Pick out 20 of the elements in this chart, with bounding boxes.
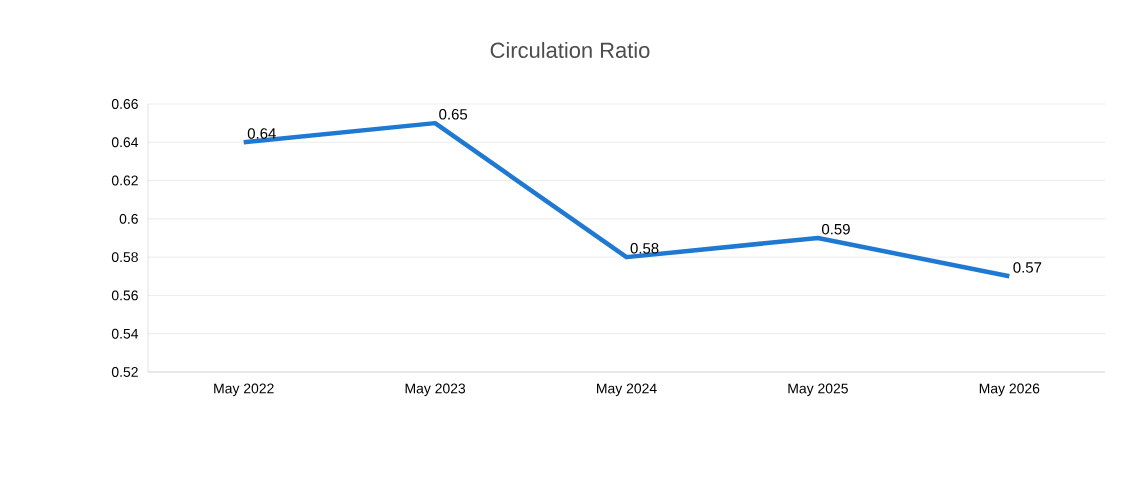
line-series (241, 120, 1012, 279)
x-tick-label: May 2022 (214, 383, 274, 397)
y-tick-label: 0.64 (111, 137, 139, 148)
x-tick-label: May 2024 (597, 383, 657, 397)
chart-title: Circulation Ratio (490, 41, 650, 59)
data-label: 0.58 (630, 243, 659, 254)
y-tick-label: 0.6 (119, 213, 138, 224)
y-tick-label: 0.54 (111, 328, 139, 339)
data-label: 0.65 (439, 109, 468, 120)
x-tick-label: May 2025 (788, 383, 848, 397)
data-label: 0.59 (822, 223, 850, 235)
x-tick-label: May 2026 (979, 383, 1040, 397)
y-tick-label: 0.56 (111, 290, 138, 301)
y-tick-label: 0.58 (111, 252, 138, 263)
y-tick-label: 0.62 (111, 175, 138, 186)
y-tick-label: 0.52 (111, 367, 138, 377)
x-tick-label: May 2023 (405, 383, 466, 397)
data-label: 0.57 (1013, 262, 1042, 273)
data-label: 0.64 (247, 128, 276, 139)
y-tick-label: 0.66 (111, 99, 138, 109)
